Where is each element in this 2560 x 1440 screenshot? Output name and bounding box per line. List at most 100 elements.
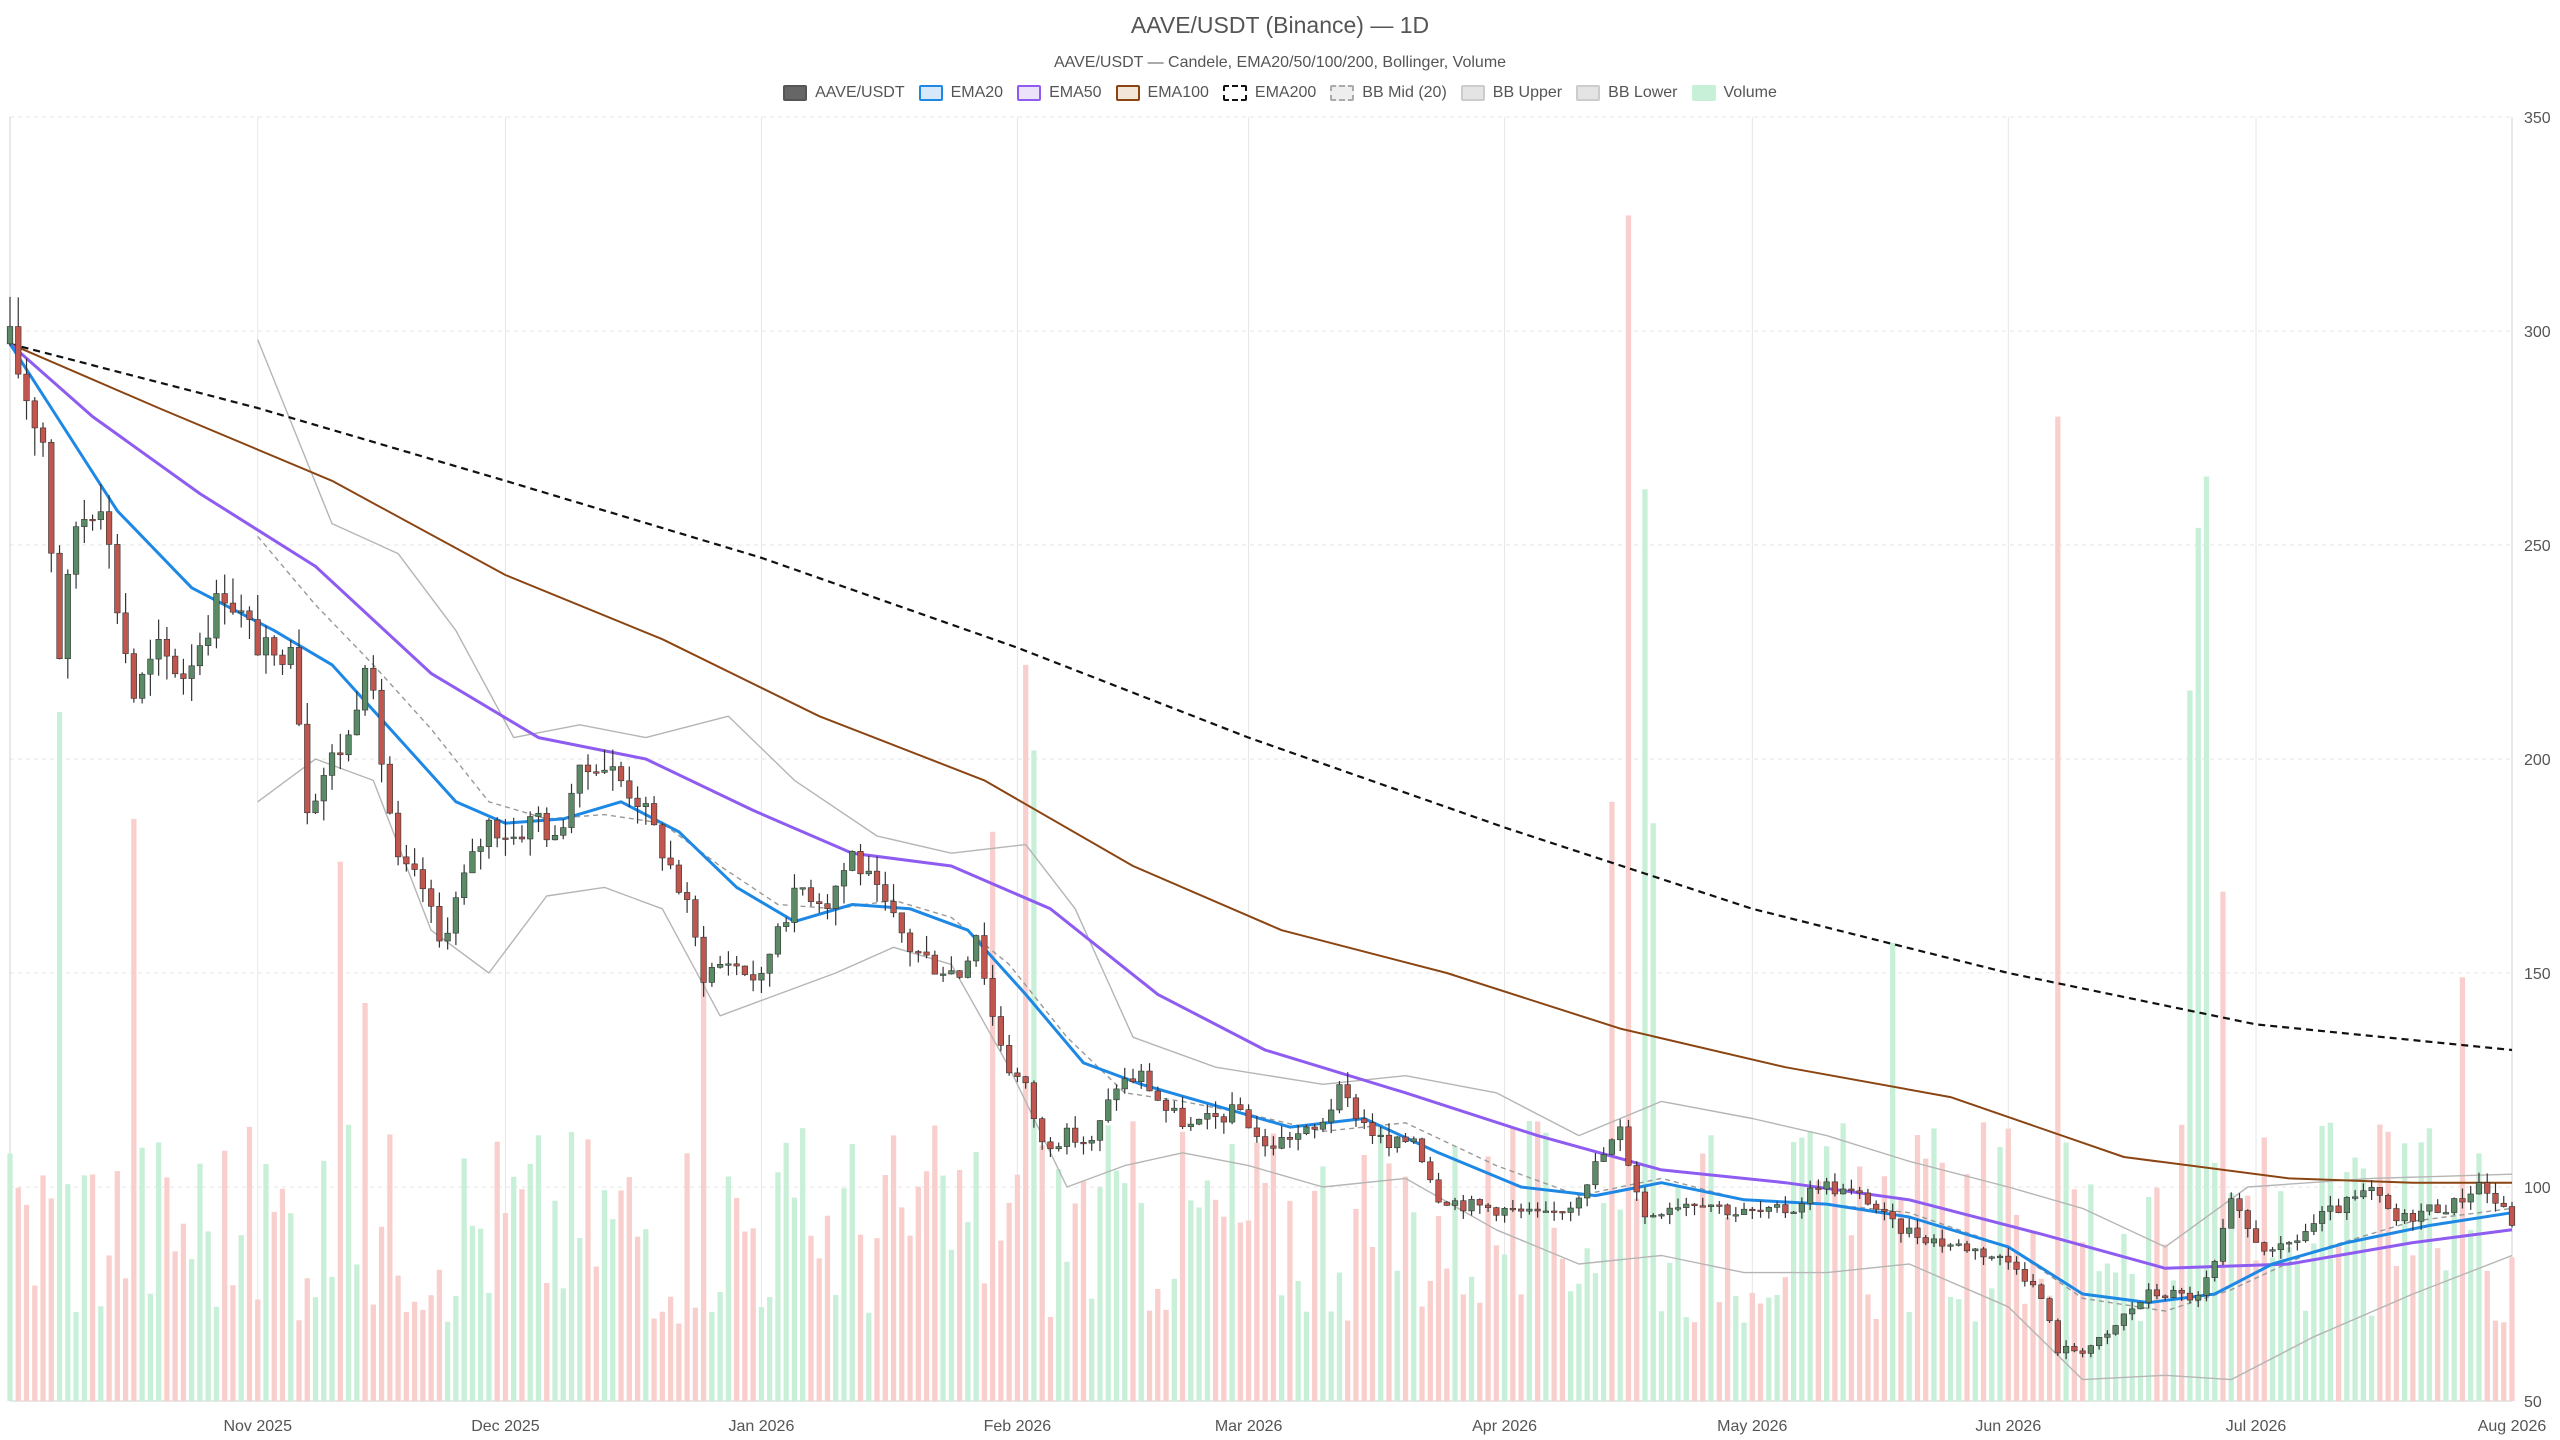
volume-bar — [1526, 1121, 1532, 1401]
candle-body — [1121, 1078, 1128, 1090]
candle-body — [1732, 1214, 1739, 1217]
candle-body — [2063, 1346, 2070, 1354]
volume-bar — [478, 1228, 484, 1401]
candle-body — [2195, 1294, 2202, 1301]
candle-body — [411, 863, 418, 870]
volume-bar — [2170, 1280, 2177, 1401]
volume-bar — [354, 1264, 360, 1401]
candle-body — [254, 619, 261, 656]
volume-bar — [2352, 1157, 2358, 1401]
candle-body — [1782, 1204, 1789, 1214]
volume-bar — [882, 1175, 888, 1401]
volume-bar — [1163, 1309, 1169, 1401]
volume-bar — [321, 1160, 327, 1401]
x-tick-label: Dec 2025 — [471, 1418, 540, 1435]
candle-body — [1328, 1109, 1335, 1123]
legend-swatch — [1017, 85, 1042, 101]
volume-bar — [1014, 1174, 1021, 1401]
volume-bar — [981, 1283, 988, 1401]
candle-body — [882, 884, 889, 902]
volume-bar — [1312, 1190, 1318, 1401]
legend-item[interactable]: AAVE/USDT — [783, 84, 905, 102]
candle-body — [1460, 1200, 1467, 1212]
volume-bar — [1378, 1124, 1384, 1401]
volume-bar — [2319, 1125, 2325, 1401]
volume-bar — [709, 1311, 715, 1401]
volume-bar — [1427, 1280, 1433, 1401]
candle-body — [551, 835, 559, 841]
volume-bar — [1881, 1176, 1888, 1401]
candle-body — [2368, 1187, 2375, 1192]
volume-bar — [205, 1231, 211, 1401]
volume-bar — [684, 1153, 690, 1401]
candle-body — [1055, 1146, 1062, 1150]
candle-body — [1369, 1122, 1376, 1136]
legend-item[interactable]: EMA100 — [1115, 84, 1209, 102]
candle-body — [2038, 1284, 2045, 1299]
candle-body — [890, 901, 897, 914]
volume-bar — [312, 1297, 319, 1401]
volume-bar — [1510, 1127, 1516, 1401]
candle-body — [23, 373, 30, 402]
volume-bar — [106, 1255, 112, 1401]
candle-body — [271, 637, 278, 656]
candle-body — [1930, 1238, 1938, 1244]
candle-body — [477, 846, 484, 852]
candle-body — [1641, 1191, 1649, 1218]
volume-bar — [1229, 1144, 1235, 1401]
legend-item[interactable]: BB Lower — [1576, 84, 1678, 102]
candle-body — [378, 689, 385, 765]
candle-body — [956, 970, 963, 978]
volume-bar — [1361, 1155, 1367, 1401]
candle-body — [287, 647, 294, 665]
candle-body — [1633, 1165, 1640, 1193]
volume-bar — [2501, 1322, 2507, 1401]
legend-swatch — [1576, 85, 1601, 101]
candle-body — [1815, 1187, 1822, 1190]
volume-bar — [337, 861, 343, 1401]
volume-bar — [2294, 1262, 2300, 1401]
legend-item[interactable]: EMA200 — [1222, 84, 1316, 102]
candle-body — [1848, 1188, 1855, 1192]
volume-bar — [800, 1128, 806, 1401]
volume-bar — [222, 1150, 228, 1401]
volume-bar — [1072, 1203, 1078, 1401]
volume-bar — [1716, 1302, 1722, 1401]
candle-body — [172, 655, 179, 675]
candle-body — [1245, 1109, 1252, 1129]
volume-bar — [345, 1124, 352, 1401]
candle-body — [1963, 1243, 1971, 1252]
candle-body — [229, 602, 237, 613]
candle-body — [436, 905, 443, 942]
candle-body — [1270, 1145, 1277, 1149]
legend-item[interactable]: EMA20 — [918, 84, 1003, 102]
legend-item[interactable]: EMA50 — [1017, 84, 1102, 102]
volume-bar — [1865, 1294, 1871, 1401]
candle-body — [2029, 1280, 2037, 1286]
volume-bar — [89, 1174, 96, 1401]
candle-body — [56, 552, 63, 659]
candle-body — [1889, 1211, 1896, 1220]
volume-bar — [767, 1297, 773, 1401]
candle-body — [2261, 1242, 2268, 1252]
candle-body — [1939, 1238, 1946, 1247]
volume-bar — [932, 1125, 938, 1401]
candle-body — [964, 960, 971, 978]
candle-body — [1402, 1136, 1409, 1143]
candle-body — [989, 978, 996, 1017]
candle-body — [337, 752, 344, 756]
candle-body — [1947, 1244, 1954, 1247]
volume-bar — [1113, 1170, 1120, 1401]
candle-body — [568, 792, 575, 828]
volume-bar — [2451, 1199, 2457, 1401]
candle-body — [345, 734, 352, 756]
legend-item[interactable]: BB Mid (20) — [1330, 84, 1447, 102]
y-tick-label: 50 — [2524, 1394, 2542, 1411]
volume-bar — [1559, 1258, 1566, 1401]
legend-item[interactable]: BB Upper — [1460, 84, 1562, 102]
legend-item[interactable]: Volume — [1691, 84, 1777, 102]
volume-bar — [2278, 1191, 2284, 1401]
volume-bar — [1568, 1291, 1574, 1401]
candle-body — [783, 922, 790, 927]
